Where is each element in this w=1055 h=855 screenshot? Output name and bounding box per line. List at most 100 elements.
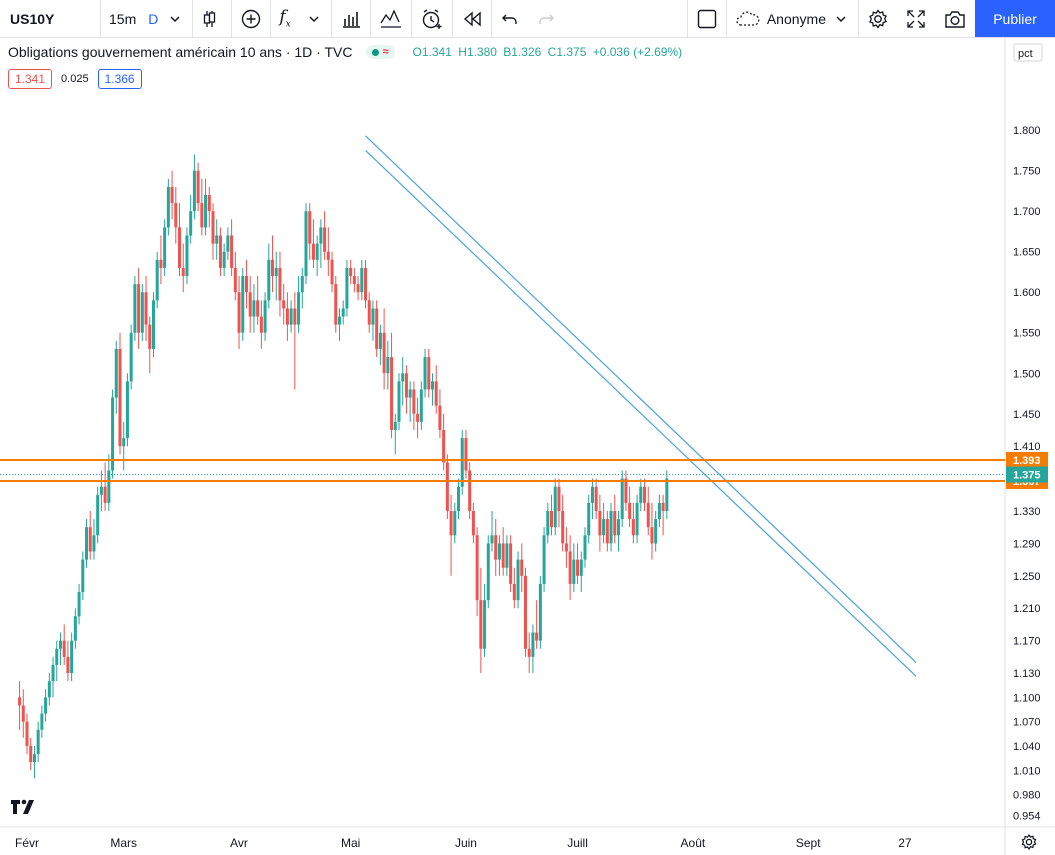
- level-price-tag[interactable]: [1006, 451, 1048, 468]
- candle-body[interactable]: [297, 292, 301, 325]
- candle-body[interactable]: [430, 381, 434, 390]
- candle-body[interactable]: [427, 357, 431, 390]
- candle-body[interactable]: [73, 616, 77, 641]
- candle-body[interactable]: [367, 300, 371, 325]
- candle-body[interactable]: [650, 527, 654, 544]
- candle-body[interactable]: [550, 511, 554, 528]
- candle-body[interactable]: [624, 478, 628, 503]
- symbol-search-button[interactable]: US10Y: [10, 10, 55, 27]
- candle-body[interactable]: [434, 381, 438, 406]
- candle-body[interactable]: [665, 478, 669, 511]
- candle-body[interactable]: [419, 389, 423, 422]
- candle-body[interactable]: [271, 259, 275, 277]
- candle-body[interactable]: [129, 332, 133, 382]
- candle-body[interactable]: [155, 259, 159, 301]
- candle-body[interactable]: [356, 284, 360, 293]
- candle-body[interactable]: [122, 438, 126, 447]
- candle-body[interactable]: [349, 267, 353, 277]
- candle-body[interactable]: [55, 648, 59, 665]
- candle-body[interactable]: [572, 559, 576, 584]
- financials-button[interactable]: [332, 0, 370, 37]
- alert-button[interactable]: [412, 0, 452, 37]
- trend-line[interactable]: [365, 150, 917, 677]
- last-price-tag[interactable]: [1006, 466, 1048, 483]
- candle-body[interactable]: [587, 502, 591, 536]
- chart-type-button[interactable]: [193, 0, 231, 37]
- candle-body[interactable]: [51, 664, 55, 682]
- candle-body[interactable]: [140, 292, 144, 333]
- candle-body[interactable]: [237, 292, 241, 333]
- candle-body[interactable]: [151, 300, 155, 349]
- candle-body[interactable]: [464, 438, 468, 471]
- candle-body[interactable]: [185, 235, 189, 277]
- candle-body[interactable]: [323, 227, 327, 252]
- candle-body[interactable]: [639, 486, 643, 503]
- candle-body[interactable]: [654, 519, 658, 544]
- candle-body[interactable]: [527, 648, 531, 657]
- candle-body[interactable]: [445, 462, 449, 511]
- candle-body[interactable]: [553, 486, 557, 528]
- layout-menu-button[interactable]: Anonyme: [727, 0, 858, 37]
- candle-body[interactable]: [248, 292, 252, 317]
- indicators-button[interactable]: fx: [271, 0, 330, 37]
- candle-body[interactable]: [133, 284, 137, 333]
- candle-body[interactable]: [423, 357, 427, 390]
- candle-body[interactable]: [375, 308, 379, 349]
- candle-body[interactable]: [304, 211, 308, 277]
- candle-body[interactable]: [471, 511, 475, 536]
- candle-body[interactable]: [40, 713, 44, 730]
- candle-body[interactable]: [479, 600, 483, 649]
- candle-body[interactable]: [311, 243, 315, 260]
- candle-body[interactable]: [661, 502, 665, 511]
- candle-body[interactable]: [92, 535, 96, 552]
- candle-body[interactable]: [509, 543, 513, 584]
- candle-body[interactable]: [282, 300, 286, 309]
- candle-body[interactable]: [453, 511, 457, 536]
- candle-body[interactable]: [263, 300, 267, 333]
- replay-button[interactable]: [453, 0, 491, 37]
- candle-body[interactable]: [512, 583, 516, 601]
- candle-body[interactable]: [29, 745, 33, 763]
- candle-body[interactable]: [386, 357, 390, 374]
- candle-body[interactable]: [103, 486, 107, 503]
- candle-body[interactable]: [32, 754, 36, 763]
- candle-body[interactable]: [483, 600, 487, 649]
- candle-body[interactable]: [438, 405, 442, 430]
- candle-body[interactable]: [118, 348, 122, 447]
- candle-body[interactable]: [170, 186, 174, 204]
- candle-body[interactable]: [111, 397, 115, 471]
- candle-body[interactable]: [657, 502, 661, 520]
- compare-button[interactable]: [371, 0, 411, 37]
- candle-body[interactable]: [107, 470, 111, 503]
- redo-button[interactable]: [528, 0, 564, 37]
- candle-body[interactable]: [47, 681, 51, 698]
- candle-body[interactable]: [501, 543, 505, 568]
- ask-price[interactable]: 1.366: [97, 69, 142, 89]
- candle-body[interactable]: [643, 486, 647, 503]
- candle-body[interactable]: [319, 227, 323, 244]
- candle-body[interactable]: [207, 195, 211, 212]
- candle-body[interactable]: [557, 486, 561, 511]
- candle-body[interactable]: [125, 381, 129, 439]
- candle-body[interactable]: [334, 284, 338, 325]
- candle-body[interactable]: [598, 511, 602, 536]
- candle-body[interactable]: [397, 381, 401, 422]
- candle-body[interactable]: [594, 486, 598, 511]
- market-status-pill[interactable]: ≈: [366, 45, 395, 59]
- candle-body[interactable]: [475, 535, 479, 601]
- tradingview-logo[interactable]: [10, 797, 36, 817]
- candle-body[interactable]: [620, 478, 624, 520]
- candle-body[interactable]: [460, 438, 464, 487]
- candle-body[interactable]: [568, 551, 572, 584]
- candle-body[interactable]: [58, 640, 62, 649]
- layout-square-button[interactable]: [688, 0, 726, 37]
- candle-body[interactable]: [442, 429, 446, 463]
- candle-body[interactable]: [382, 332, 386, 374]
- chart-settings-gear-icon[interactable]: [1020, 833, 1038, 851]
- candle-body[interactable]: [174, 203, 178, 228]
- candle-body[interactable]: [583, 535, 587, 560]
- publish-button[interactable]: Publier: [975, 0, 1055, 37]
- candle-body[interactable]: [99, 486, 103, 495]
- candle-body[interactable]: [293, 308, 297, 325]
- candle-body[interactable]: [289, 308, 293, 325]
